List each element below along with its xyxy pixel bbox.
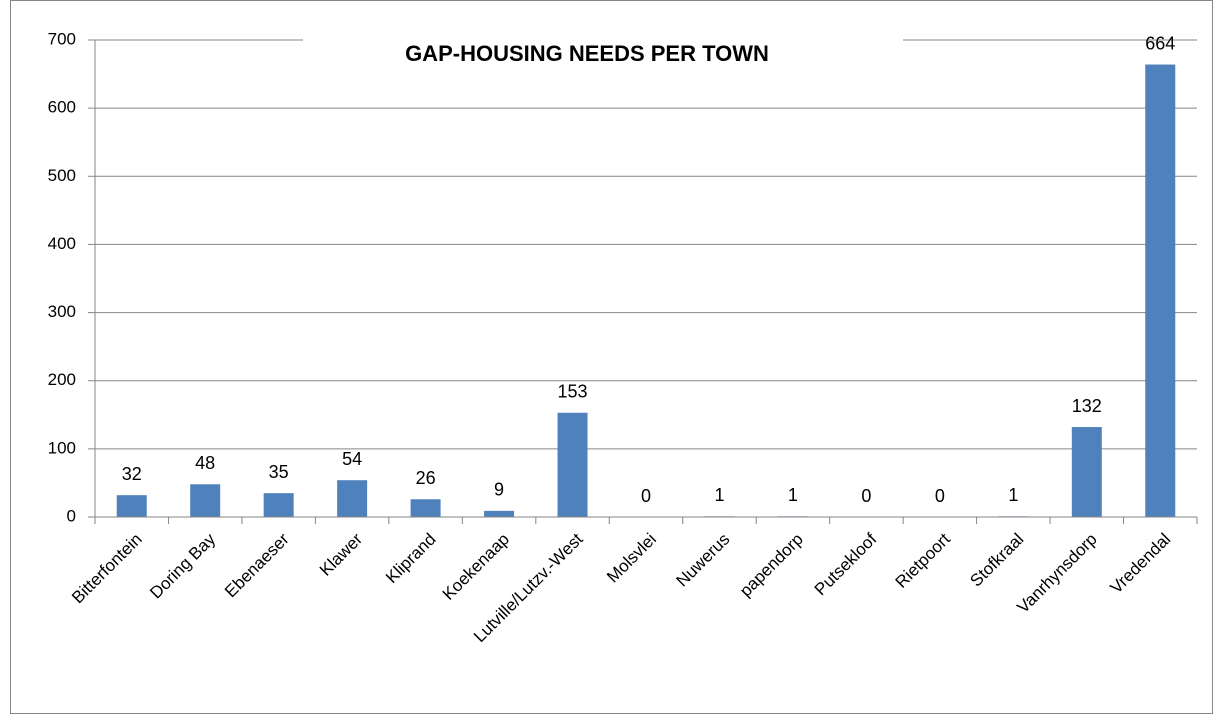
data-label: 0: [861, 486, 871, 506]
y-tick-label: 400: [48, 234, 76, 253]
data-label: 664: [1145, 33, 1175, 53]
data-label: 26: [416, 468, 436, 488]
chart-title: GAP-HOUSING NEEDS PER TOWN: [405, 41, 769, 66]
data-label: 48: [195, 453, 215, 473]
bar: [410, 499, 441, 517]
title-background: [303, 14, 903, 106]
data-label: 132: [1072, 396, 1102, 416]
data-label: 0: [935, 486, 945, 506]
bar: [484, 510, 515, 517]
data-label: 32: [122, 464, 142, 484]
data-label: 54: [342, 449, 362, 469]
bar: [557, 412, 588, 517]
y-tick-label: 200: [48, 370, 76, 389]
bar: [116, 495, 147, 517]
bar: [190, 484, 221, 517]
y-tick-label: 100: [48, 438, 76, 457]
chart-border: [10, 0, 1213, 714]
data-label: 1: [1008, 485, 1018, 505]
data-label: 153: [558, 381, 588, 401]
y-tick-label: 500: [48, 166, 76, 185]
bar: [1071, 427, 1102, 517]
bar: [337, 480, 368, 517]
data-label: 1: [714, 485, 724, 505]
y-tick-label: 700: [48, 29, 76, 48]
data-label: 35: [269, 462, 289, 482]
bar: [263, 493, 294, 517]
y-tick-label: 600: [48, 98, 76, 117]
data-label: 1: [788, 485, 798, 505]
data-label: 0: [641, 486, 651, 506]
y-tick-label: 300: [48, 302, 76, 321]
y-tick-label: 0: [67, 506, 76, 525]
bar: [1145, 64, 1176, 517]
data-label: 9: [494, 480, 504, 500]
